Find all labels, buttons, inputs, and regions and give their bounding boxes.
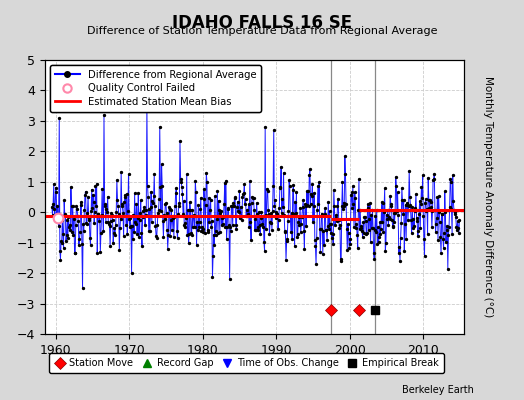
Y-axis label: Monthly Temperature Anomaly Difference (°C): Monthly Temperature Anomaly Difference (… [483, 76, 493, 318]
Text: IDAHO FALLS 16 SE: IDAHO FALLS 16 SE [172, 14, 352, 32]
Text: Berkeley Earth: Berkeley Earth [402, 385, 474, 395]
Text: Difference of Station Temperature Data from Regional Average: Difference of Station Temperature Data f… [87, 26, 437, 36]
Legend: Station Move, Record Gap, Time of Obs. Change, Empirical Break: Station Move, Record Gap, Time of Obs. C… [49, 354, 443, 373]
Legend: Difference from Regional Average, Quality Control Failed, Estimated Station Mean: Difference from Regional Average, Qualit… [50, 65, 261, 112]
